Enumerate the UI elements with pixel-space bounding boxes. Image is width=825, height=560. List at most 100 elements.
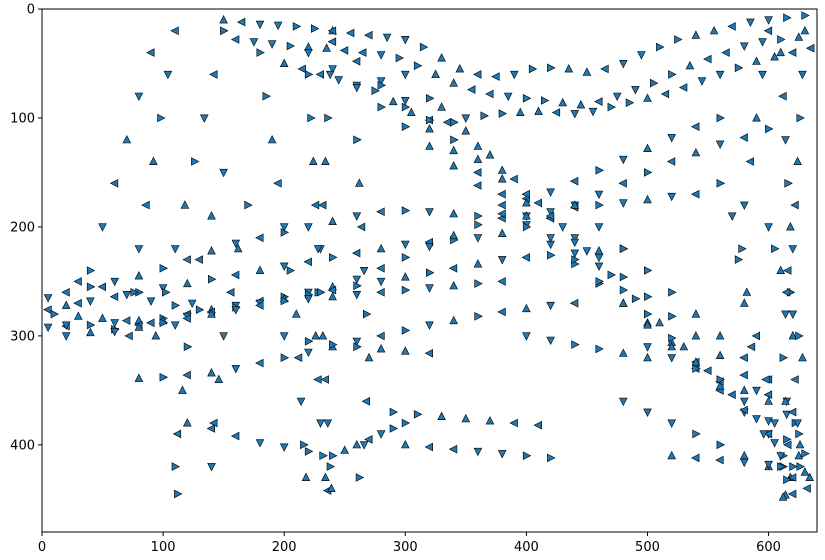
- data-point: [781, 310, 790, 319]
- data-point: [600, 64, 609, 74]
- data-point: [329, 253, 338, 262]
- data-point: [149, 156, 158, 166]
- data-point: [790, 375, 799, 384]
- data-point: [214, 374, 224, 384]
- data-point: [691, 122, 700, 131]
- data-point: [594, 97, 603, 106]
- data-point: [763, 429, 773, 439]
- data-point: [643, 194, 652, 204]
- data-point: [576, 100, 586, 109]
- data-point: [643, 292, 653, 301]
- data-point: [134, 245, 144, 254]
- plot-frame: [41, 8, 818, 533]
- data-point: [474, 312, 483, 321]
- data-point: [233, 243, 243, 253]
- x-axis: 0 100 200 300 400 500 600: [38, 532, 781, 555]
- data-point: [255, 358, 264, 368]
- x-tick-label: 300: [393, 540, 418, 555]
- data-point: [376, 51, 386, 60]
- data-point: [382, 33, 392, 43]
- data-point: [473, 234, 483, 243]
- data-point: [594, 246, 604, 255]
- data-point: [716, 375, 725, 384]
- data-point: [157, 113, 166, 123]
- data-point: [401, 285, 411, 295]
- data-point: [389, 424, 399, 433]
- data-point: [594, 253, 604, 263]
- data-point: [545, 211, 555, 221]
- data-point: [304, 49, 313, 58]
- data-point: [231, 365, 241, 374]
- data-point: [376, 430, 386, 439]
- data-point: [667, 450, 676, 460]
- data-point: [326, 462, 336, 471]
- data-point: [474, 279, 483, 288]
- data-point: [328, 65, 337, 74]
- data-point: [570, 110, 580, 119]
- data-point: [789, 462, 798, 471]
- data-point: [758, 70, 767, 80]
- data-point: [450, 118, 459, 127]
- data-point: [776, 452, 785, 461]
- data-point: [207, 211, 216, 220]
- data-point: [146, 48, 155, 57]
- data-point: [715, 455, 724, 465]
- data-point: [267, 134, 277, 144]
- data-point: [407, 107, 416, 117]
- data-point: [619, 397, 628, 407]
- data-point: [364, 435, 373, 444]
- data-point: [668, 312, 677, 321]
- data-point: [770, 439, 779, 448]
- data-point: [304, 295, 313, 304]
- data-point: [473, 70, 482, 79]
- data-point: [467, 85, 476, 94]
- data-point: [674, 35, 683, 44]
- data-point: [377, 81, 386, 90]
- data-point: [509, 174, 518, 184]
- data-point: [795, 439, 805, 449]
- data-point: [607, 102, 616, 112]
- data-point: [304, 70, 314, 79]
- data-point: [788, 310, 798, 319]
- data-point: [739, 405, 748, 415]
- data-point: [594, 223, 604, 232]
- data-point: [546, 188, 555, 197]
- data-point: [783, 266, 792, 275]
- data-point: [425, 284, 434, 293]
- data-point: [770, 52, 779, 61]
- data-point: [643, 352, 652, 362]
- data-point: [806, 43, 815, 53]
- data-point: [364, 30, 373, 40]
- data-point: [752, 113, 761, 122]
- data-point: [230, 431, 240, 441]
- data-point: [170, 245, 180, 254]
- data-point: [328, 291, 337, 301]
- data-point: [419, 42, 429, 52]
- data-point: [311, 331, 320, 340]
- data-point: [503, 92, 513, 102]
- data-point: [309, 156, 318, 166]
- data-point: [643, 266, 653, 275]
- data-point: [716, 179, 725, 188]
- data-point: [97, 282, 107, 292]
- data-point: [364, 352, 374, 362]
- x-tick-label: 100: [151, 540, 176, 555]
- data-point: [425, 208, 434, 217]
- data-point: [163, 70, 173, 80]
- data-point: [643, 343, 652, 352]
- data-point: [546, 301, 555, 311]
- data-point: [763, 26, 773, 36]
- data-point: [195, 305, 205, 314]
- data-point: [473, 259, 483, 268]
- data-point: [98, 313, 107, 322]
- data-point: [522, 198, 531, 207]
- data-point: [619, 272, 629, 282]
- data-point: [764, 223, 773, 232]
- data-point: [352, 212, 362, 221]
- data-point: [304, 223, 313, 232]
- data-point: [521, 253, 530, 262]
- data-point: [570, 200, 580, 209]
- data-point: [761, 375, 770, 384]
- data-point: [703, 366, 712, 375]
